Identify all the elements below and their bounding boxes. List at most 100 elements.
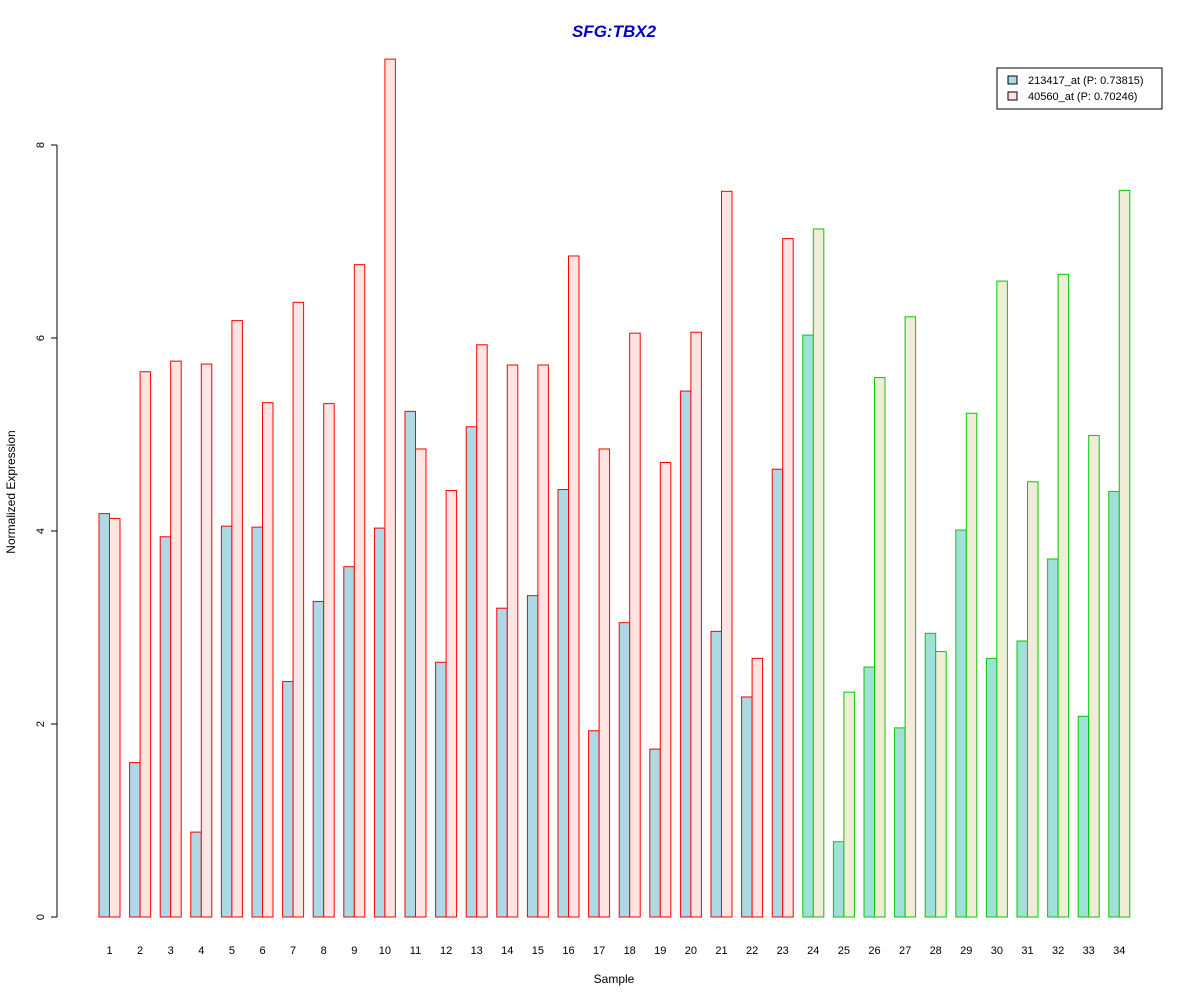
bar-40560-at-sample-31: [1027, 481, 1039, 918]
legend-swatch: [1007, 91, 1018, 101]
bars: [98, 58, 1131, 918]
y-axis-label: Normalized Expression: [4, 430, 18, 553]
bar-40560-at-sample-1: [109, 517, 121, 918]
bar-40560-at-sample-24: [812, 228, 825, 918]
bar-40560-at-sample-26: [874, 377, 886, 918]
x-tick-label: 6: [259, 945, 265, 957]
bar-213417-at-sample-2: [129, 762, 141, 918]
x-tick-label: 21: [715, 945, 727, 957]
x-tick-label: 33: [1083, 945, 1095, 957]
x-tick-label: 32: [1052, 945, 1064, 957]
bar-213417-at-sample-34: [1108, 490, 1120, 918]
bar-213417-at-sample-23: [771, 468, 784, 918]
bar-40560-at-sample-27: [904, 316, 917, 918]
y-tick-label: 8: [35, 142, 47, 148]
x-tick-label: 13: [471, 945, 483, 957]
bar-213417-at-sample-29: [955, 529, 967, 918]
legend: 213417_at (P: 0.73815) 40560_at (P: 0.702…: [996, 67, 1163, 110]
bar-213417-at-sample-12: [435, 661, 447, 918]
x-tick-label: 4: [198, 945, 204, 957]
x-tick-label: 28: [930, 945, 942, 957]
x-tick-label: 29: [960, 945, 972, 957]
bar-213417-at-sample-15: [526, 595, 539, 918]
x-tick-label: 9: [351, 945, 357, 957]
bar-213417-at-sample-16: [557, 489, 569, 918]
x-tick-label: 31: [1021, 945, 1033, 957]
x-tick-label: 5: [229, 945, 235, 957]
y-tick-label: 4: [35, 528, 47, 534]
bar-40560-at-sample-16: [568, 255, 580, 918]
bar-40560-at-sample-25: [843, 691, 855, 918]
x-tick-label: 25: [838, 945, 850, 957]
bar-40560-at-sample-29: [965, 412, 978, 918]
x-tick-label: 23: [777, 945, 789, 957]
bar-40560-at-sample-15: [537, 364, 549, 918]
x-tick-label: 15: [532, 945, 544, 957]
bar-213417-at-sample-27: [894, 727, 906, 918]
x-tick-label: 27: [899, 945, 911, 957]
bar-213417-at-sample-26: [863, 666, 875, 918]
x-tick-label: 2: [137, 945, 143, 957]
bar-213417-at-sample-21: [710, 630, 722, 918]
legend-entry-label: 213417_at (P: 0.73815): [1028, 75, 1144, 87]
y-tick-label: 0: [35, 914, 47, 920]
x-tick-label: 34: [1113, 945, 1125, 957]
bar-40560-at-sample-10: [384, 58, 396, 918]
y-axis: 0 2 4 6 8: [35, 142, 58, 920]
bar-40560-at-sample-34: [1118, 189, 1131, 918]
legend-box: [996, 67, 1163, 110]
bar-213417-at-sample-11: [404, 410, 416, 918]
bar-40560-at-sample-7: [292, 301, 305, 918]
bar-40560-at-sample-2: [139, 371, 152, 918]
bar-40560-at-sample-28: [935, 651, 947, 918]
x-tick-label: 24: [807, 945, 819, 957]
bar-40560-at-sample-5: [231, 320, 243, 918]
bar-213417-at-sample-14: [496, 607, 508, 918]
bar-40560-at-sample-3: [170, 360, 182, 918]
bar-213417-at-sample-8: [312, 600, 325, 918]
bar-213417-at-sample-28: [924, 632, 937, 918]
x-tick-label: 17: [593, 945, 605, 957]
bar-40560-at-sample-9: [353, 264, 366, 918]
bar-213417-at-sample-33: [1077, 715, 1090, 918]
x-tick-label: 18: [624, 945, 636, 957]
x-tick-label: 10: [379, 945, 391, 957]
bar-40560-at-sample-30: [996, 280, 1008, 918]
legend-swatch: [1007, 75, 1018, 85]
x-tick-label: 22: [746, 945, 758, 957]
bar-40560-at-sample-11: [415, 448, 427, 918]
x-tick-label: 8: [321, 945, 327, 957]
bar-40560-at-sample-6: [262, 402, 274, 918]
bar-213417-at-sample-25: [832, 841, 845, 918]
x-tick-labels: 1 2 3 4 5 6 7 8 9 10 11 12 13 14 15 16 17 18 19 20 21 22 23 24 2…: [106, 945, 1125, 957]
x-tick-label: 30: [991, 945, 1003, 957]
bar-40560-at-sample-23: [782, 238, 794, 918]
chart-title: SFG:TBX2: [572, 22, 657, 41]
bar-213417-at-sample-5: [220, 525, 233, 918]
bar-213417-at-sample-3: [159, 536, 172, 918]
bar-213417-at-sample-7: [282, 681, 294, 918]
bar-213417-at-sample-20: [679, 390, 692, 918]
bar-213417-at-sample-17: [588, 730, 600, 918]
bar-40560-at-sample-8: [323, 403, 335, 918]
bar-40560-at-sample-17: [598, 448, 611, 918]
bar-213417-at-sample-10: [373, 527, 386, 918]
bar-40560-at-sample-32: [1057, 273, 1070, 918]
bar-40560-at-sample-14: [506, 364, 519, 918]
bar-213417-at-sample-32: [1047, 558, 1059, 918]
legend-entry-label: 40560_at (P: 0.70246): [1028, 91, 1137, 103]
bar-40560-at-sample-19: [659, 461, 672, 918]
bar-213417-at-sample-6: [251, 526, 263, 918]
x-tick-label: 1: [106, 945, 112, 957]
x-tick-label: 26: [868, 945, 880, 957]
bar-213417-at-sample-24: [802, 334, 814, 918]
bar-213417-at-sample-30: [985, 657, 998, 918]
bar-40560-at-sample-18: [629, 332, 641, 918]
bar-40560-at-sample-22: [751, 657, 764, 918]
bar-213417-at-sample-18: [618, 622, 631, 918]
bar-40560-at-sample-12: [445, 489, 458, 918]
x-tick-label: 3: [168, 945, 174, 957]
x-tick-label: 20: [685, 945, 697, 957]
x-axis-label: Sample: [594, 972, 635, 986]
